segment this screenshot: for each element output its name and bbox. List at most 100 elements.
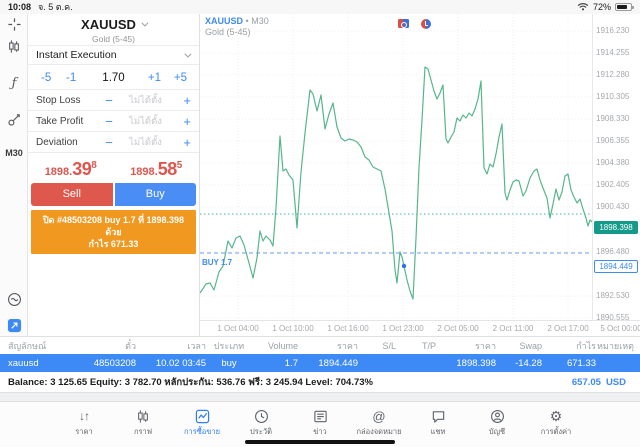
cell-profit: 671.33 [566,357,596,369]
symbol-selector[interactable]: XAUUSD [81,17,149,32]
volume-row: -5 -1 1.70 +1 +5 [28,66,199,90]
clock-icon [254,408,269,424]
position-price-badge: 1894.449 [594,260,638,273]
time-tick: 5 Oct 00:00 [600,324,640,333]
time-tick: 1 Oct 23:00 [382,324,424,333]
deviation-value[interactable]: ไม่ได้ตั้ง [129,136,162,148]
deviation-minus-button[interactable]: − [105,134,113,150]
nav-charts[interactable]: กราฟ [120,408,166,438]
deviation-plus-button[interactable]: + [183,134,191,150]
symbol-description: Gold (5-45) [92,34,135,44]
col-current-price: ราคา [475,340,496,351]
nav-trade[interactable]: การซื้อขาย [179,408,225,438]
execution-mode-label: Instant Execution [36,49,117,61]
cell-volume: 1.7 [284,357,298,369]
chevron-down-icon [141,19,149,27]
volume-minus5-button[interactable]: -5 [41,72,52,84]
buy-price-pip: 5 [176,160,183,171]
nav-label: กราฟ [133,427,153,436]
col-swap: Swap [519,340,542,351]
price-tick: 1890.555 [596,313,630,322]
sell-button[interactable]: Sell [31,183,113,206]
nav-mailbox[interactable]: @ กล่องจดหมาย [356,408,402,438]
trade-panel: XAUUSD Gold (5-45) Instant Execution -5 … [28,14,200,336]
price-axis[interactable] [592,14,640,320]
status-bar: 10:08 จ. 5 ต.ค. 72% [0,0,640,14]
cell-swap: -14.28 [515,357,542,369]
chart-timeframe: M30 [251,16,269,26]
nav-label: ราคา [75,427,93,436]
chart-plot[interactable] [200,14,592,320]
time-tick: 1 Oct 16:00 [327,324,369,333]
timeframe-button[interactable]: M30 [5,148,23,158]
cell-open-price: 1894.449 [318,357,358,369]
close-position-banner[interactable]: ปิด #48503208 buy 1.7 ที่ 1898.398 ด้วย … [31,210,196,255]
volume-plus5-button[interactable]: +5 [173,72,187,84]
time-tick: 1 Oct 10:00 [272,324,314,333]
clock-time: 10:08 [8,2,32,12]
chart-line [200,66,592,300]
home-indicator[interactable] [245,440,395,444]
chart-legend: XAUUSD • M30 Gold (5-45) [205,16,269,39]
take-profit-value[interactable]: ไม่ได้ตั้ง [129,115,162,127]
new-order-icon[interactable] [0,318,28,338]
symbol-name: XAUUSD [81,17,136,32]
position-row[interactable]: xauusd 48503208 10.02 03:45 buy 1.7 1894… [0,354,640,372]
news-flag-icon[interactable] [398,19,409,28]
price-tick: 1914.255 [596,48,630,57]
total-profit: 657.05 [571,376,601,388]
candles-icon [136,408,150,424]
price-tick: 1906.355 [596,136,630,145]
stop-loss-plus-button[interactable]: + [183,92,191,108]
news-icon [313,408,328,424]
wifi-icon [577,1,589,13]
chart-toolbar: ƒ M30 [0,14,28,336]
section-divider [0,392,640,402]
nav-accounts[interactable]: บัญชี [474,408,520,438]
buy-button[interactable]: Buy [114,183,196,206]
col-sl: S/L [382,340,396,351]
price-tick: 1900.430 [596,202,630,211]
volume-minus1-button[interactable]: -1 [66,72,77,84]
nav-quotes[interactable]: ↓↑ ราคา [61,408,107,438]
nav-label: ประวัติ [250,427,272,436]
nav-history[interactable]: ประวัติ [238,408,284,438]
take-profit-plus-button[interactable]: + [183,113,191,129]
take-profit-minus-button[interactable]: − [105,113,113,129]
sell-price-pip: 8 [91,160,97,171]
objects-icon[interactable] [0,112,28,132]
buy-price: 1898.585 [114,154,200,182]
chat-icon [431,408,446,424]
gear-icon: ⚙ [549,407,563,424]
account-currency: USD [605,376,626,388]
candles-icon[interactable] [0,39,28,59]
chart-description: Gold (5-45) [205,27,251,38]
time-axis[interactable]: 1 Oct 04:00 1 Oct 10:00 1 Oct 16:00 1 Oc… [200,320,640,336]
nav-label: แชท [430,427,446,436]
volume-value[interactable]: 1.70 [102,72,125,84]
stop-loss-value[interactable]: ไม่ได้ตั้ง [129,94,162,106]
stop-loss-label: Stop Loss [36,94,81,106]
cell-time: 10.02 03:45 [155,357,206,369]
price-tick: 1896.480 [596,247,630,256]
price-tick: 1908.330 [596,114,630,123]
execution-mode-select[interactable]: Instant Execution [28,45,199,65]
nav-label: ข่าว [313,427,327,436]
event-clock-icon[interactable] [421,19,431,29]
sell-price: 1898.398 [28,154,114,182]
cell-symbol: xauusd [8,357,39,369]
nav-chat[interactable]: แชท [415,408,461,438]
indicators-icon[interactable]: ƒ [11,76,17,91]
price-tick: 1910.305 [596,92,630,101]
stop-loss-minus-button[interactable]: − [105,92,113,108]
volume-plus1-button[interactable]: +1 [147,72,161,84]
col-symbol: สัญลักษณ์ [8,340,47,351]
quick-trade-icon[interactable] [0,292,28,312]
sell-price-int: 1898. [44,166,73,178]
position-label: BUY 1.7 [202,258,233,267]
nav-news[interactable]: ข่าว [297,408,343,438]
nav-settings[interactable]: ⚙ การตั้งค่า [533,408,579,438]
close-position-line2: กำไร 671.33 [88,239,139,250]
crosshair-icon[interactable] [0,17,28,37]
